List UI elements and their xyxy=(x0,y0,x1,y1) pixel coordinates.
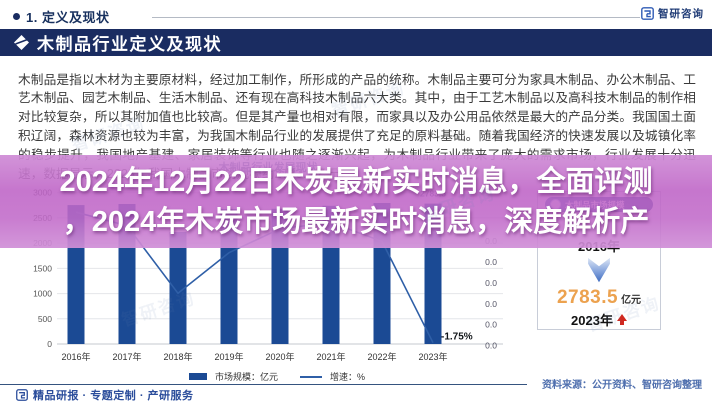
chart-legend: 市场规模：亿元 增速：% xyxy=(57,370,497,383)
svg-text:0.0: 0.0 xyxy=(485,278,497,288)
diamond-icon xyxy=(14,35,29,50)
section-label: 1. 定义及现状 xyxy=(26,10,110,25)
market-size-value: 2783.5 xyxy=(556,287,619,308)
headline-overlay: 2024年12月22日木炭最新实时消息，全面评测 ，2024年木炭市场最新实时消… xyxy=(0,155,712,248)
brand-name: 智研咨询 xyxy=(658,8,704,20)
svg-text:2021年: 2021年 xyxy=(316,351,345,362)
svg-text:0.0: 0.0 xyxy=(485,299,497,309)
svg-text:2017年: 2017年 xyxy=(112,351,141,362)
legend-bar-label: 市场规模：亿元 xyxy=(214,372,278,382)
svg-text:2018年: 2018年 xyxy=(163,351,192,362)
footer-brand-row: 精品研报 · 专题定制 · 产研服务 xyxy=(16,387,194,403)
svg-text:0.0: 0.0 xyxy=(485,257,497,267)
svg-text:2016年: 2016年 xyxy=(61,351,90,362)
svg-text:2020年: 2020年 xyxy=(265,351,294,362)
svg-text:0: 0 xyxy=(47,339,52,349)
svg-text:1000: 1000 xyxy=(33,289,52,299)
card-value-row: 2783.5 亿元 xyxy=(557,287,641,309)
svg-text:-1.75%: -1.75% xyxy=(441,332,473,343)
svg-text:1500: 1500 xyxy=(33,263,52,273)
svg-text:2022年: 2022年 xyxy=(367,351,396,362)
up-arrow-icon xyxy=(616,313,627,326)
legend-line-label: 增速：% xyxy=(330,372,366,382)
svg-text:2023年: 2023年 xyxy=(418,351,447,362)
down-arrow-icon xyxy=(588,257,610,283)
zhiyan-logo-icon xyxy=(16,389,28,401)
card-end-year-row: 2023年 xyxy=(571,310,627,329)
headline-line-1: 2024年12月22日木炭最新实时消息，全面评测 xyxy=(59,165,653,198)
headline-line-2: ，2024年木炭市场最新实时消息，深度解析产 xyxy=(62,205,650,238)
zhiyan-logo-icon xyxy=(641,7,654,20)
watermark: 智研咨询 xyxy=(119,288,198,331)
svg-text:0.0: 0.0 xyxy=(485,340,497,350)
title-banner: 木制品行业定义及现状 xyxy=(0,29,712,56)
legend-bar-swatch xyxy=(188,373,207,380)
header-divider xyxy=(152,17,640,18)
svg-text:500: 500 xyxy=(38,314,52,324)
section-bullet-icon xyxy=(13,13,20,20)
brand-logo: 智研咨询 xyxy=(641,6,704,21)
data-source: 资料来源：公开资料、智研咨询整理 xyxy=(542,380,702,391)
footer-services: 精品研报 · 专题定制 · 产研服务 xyxy=(33,390,194,402)
svg-text:2019年: 2019年 xyxy=(214,351,243,362)
page-title: 木制品行业定义及现状 xyxy=(37,35,222,54)
top-header: 1. 定义及现状 智研咨询 xyxy=(0,6,712,26)
card-end-year: 2023年 xyxy=(571,313,613,328)
footer-divider xyxy=(0,384,527,385)
svg-text:0.0: 0.0 xyxy=(485,320,497,330)
legend-line-swatch xyxy=(300,375,322,378)
market-size-unit: 亿元 xyxy=(621,295,642,306)
